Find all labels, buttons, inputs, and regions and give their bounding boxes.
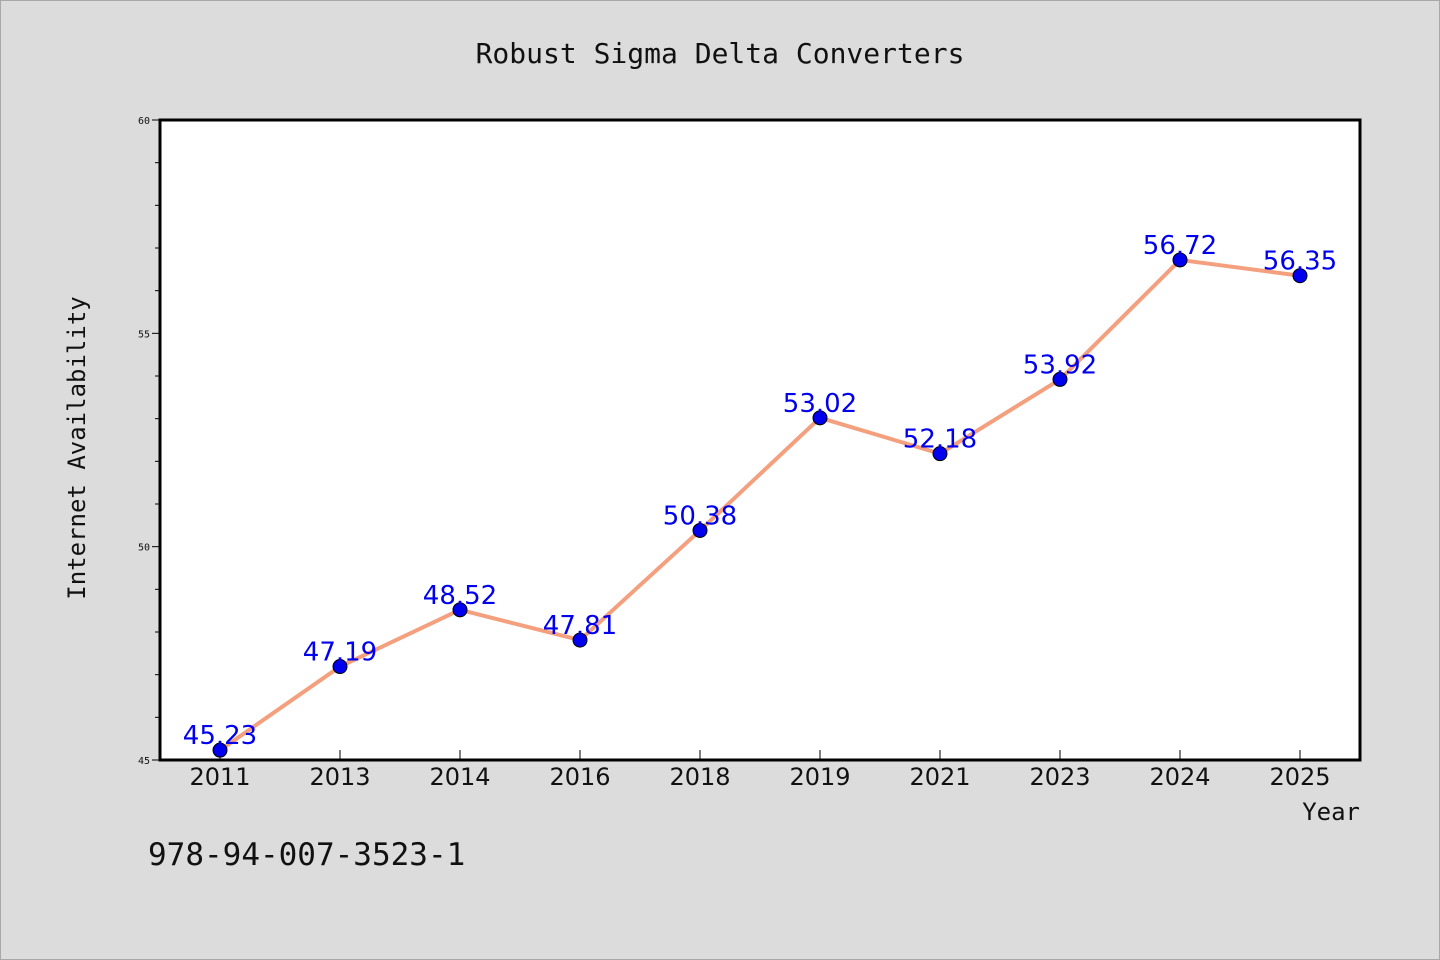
data-label: 53.02	[783, 389, 857, 419]
y-tick-label: 60	[138, 116, 150, 127]
plot-area	[158, 118, 1362, 762]
data-point	[1052, 371, 1068, 387]
x-tick-label: 2016	[549, 763, 610, 791]
x-tick-label: 2019	[789, 763, 850, 791]
data-label: 47.81	[543, 611, 617, 641]
data-label: 50.38	[663, 501, 737, 531]
data-label: 53.92	[1023, 350, 1097, 380]
x-tick-label: 2018	[669, 763, 730, 791]
y-tick-label: 45	[138, 756, 150, 767]
x-axis: 2011 2013 2014 2016 2018 2019 2021 2023 2024 2025	[189, 750, 1331, 791]
data-point	[212, 742, 228, 758]
y-tick-label: 50	[138, 543, 150, 554]
data-label: 45.23	[183, 721, 257, 751]
y-axis-label: Internet Availability	[63, 296, 91, 599]
data-label: 47.19	[303, 638, 377, 668]
x-tick-label: 2011	[189, 763, 250, 791]
y-tick-label: 55	[138, 329, 150, 340]
x-tick-label: 2013	[309, 763, 370, 791]
data-point	[932, 446, 948, 462]
y-axis: 45 50 55 60	[138, 116, 160, 767]
data-point	[692, 522, 708, 538]
data-label: 52.18	[903, 425, 977, 455]
x-axis-label: Year	[1302, 798, 1360, 826]
data-label: 56.35	[1263, 247, 1337, 277]
x-tick-label: 2024	[1149, 763, 1210, 791]
data-point	[452, 602, 468, 618]
data-label: 56.72	[1143, 231, 1217, 261]
x-tick-label: 2025	[1269, 763, 1330, 791]
data-point	[1172, 252, 1188, 268]
isbn-text: 978-94-007-3523-1	[148, 837, 465, 873]
x-tick-label: 2014	[429, 763, 490, 791]
x-tick-label: 2023	[1029, 763, 1090, 791]
data-point	[332, 659, 348, 675]
data-label: 48.52	[423, 581, 497, 611]
data-point	[572, 632, 588, 648]
chart-title: Robust Sigma Delta Converters	[476, 37, 965, 70]
data-label-layer: 45.23 47.19 48.52 47.81 50.38 53.02 52.18 53.92…	[183, 231, 1337, 751]
x-tick-label: 2021	[909, 763, 970, 791]
series-layer	[212, 252, 1308, 758]
data-point	[1292, 268, 1308, 284]
series-line	[218, 257, 1302, 753]
data-point	[812, 410, 828, 426]
